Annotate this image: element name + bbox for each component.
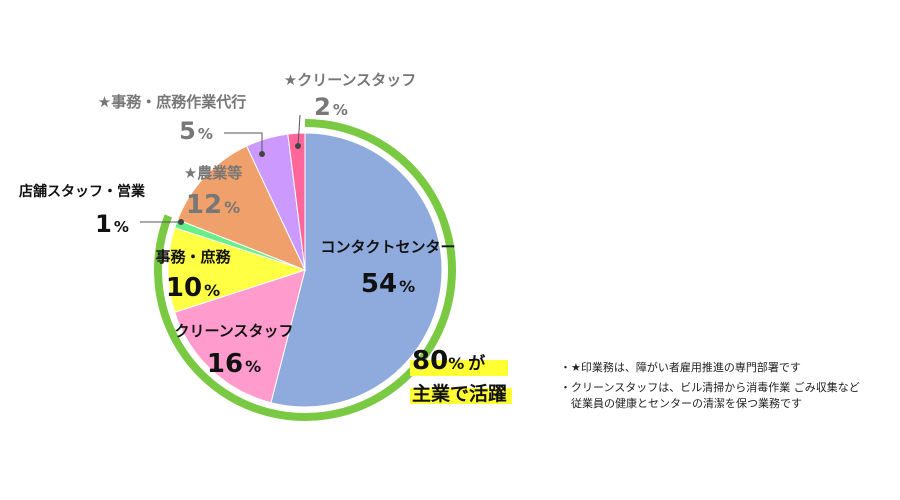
- pie-slice: [167, 227, 307, 313]
- slice-name-label: コンタクトセンター: [320, 238, 455, 256]
- slice-name-label: 事務・庶務: [155, 248, 231, 266]
- svg-text:80%が: 80% が: [412, 346, 485, 376]
- slice-layer: [167, 132, 443, 408]
- slice-name-label: クリーンスタッフ: [175, 322, 294, 340]
- leader-layer: [140, 114, 301, 225]
- label-layer: コンタクトセンター 54 % クリーンスタッフ 16 % 事務・庶務 10 % 店舗スタッフ・営業…: [19, 71, 456, 379]
- note-1: ・★印業務は、障がい者雇用推進の専門部署です: [560, 361, 801, 374]
- highlight-ring-layer: [154, 119, 456, 421]
- highlight-callout: 80% が 主業で活躍: [410, 346, 512, 405]
- highlight-ring: [154, 119, 456, 421]
- slice-name-label: ★クリーンスタッフ: [284, 71, 416, 89]
- slice-value-label: 5%: [179, 117, 213, 145]
- leader-line: [297, 114, 301, 147]
- pie-slice: [270, 132, 443, 408]
- leader-dot: [178, 219, 184, 225]
- highlight-unit: %: [448, 354, 464, 373]
- note-3: 従業員の健康とセンターの清潔を保つ業務です: [560, 397, 802, 410]
- pie-slice: [174, 269, 306, 404]
- note-2: ・クリーンスタッフは、ビル清掃から消毒作業 ごみ収集など: [560, 381, 860, 394]
- pie-slice: [176, 145, 306, 271]
- leader-line: [224, 132, 263, 154]
- highlight-value: 80: [412, 346, 448, 376]
- slice-value-label: 16%: [207, 349, 261, 379]
- slice-name-label: 店舗スタッフ・営業: [19, 183, 146, 200]
- slice-name-label: ★農業等: [184, 164, 242, 182]
- leader-dot: [295, 143, 301, 149]
- slice-value-label: 2%: [314, 93, 348, 121]
- slice-value-label: 1%: [95, 210, 129, 238]
- slice-value-label: 10%: [166, 273, 220, 303]
- highlight-suffix: が: [468, 353, 485, 374]
- leader-dot: [259, 151, 265, 157]
- pie-slice: [287, 132, 306, 271]
- highlight-marker: [410, 360, 508, 376]
- slice-value-label: 12%: [186, 190, 240, 220]
- highlight-marker-2: [410, 388, 512, 404]
- highlight-line2: 主業で活躍: [412, 382, 507, 405]
- slice-name-label: ★事務・庶務作業代行: [98, 93, 246, 111]
- slice-value-label: 54%: [361, 269, 415, 299]
